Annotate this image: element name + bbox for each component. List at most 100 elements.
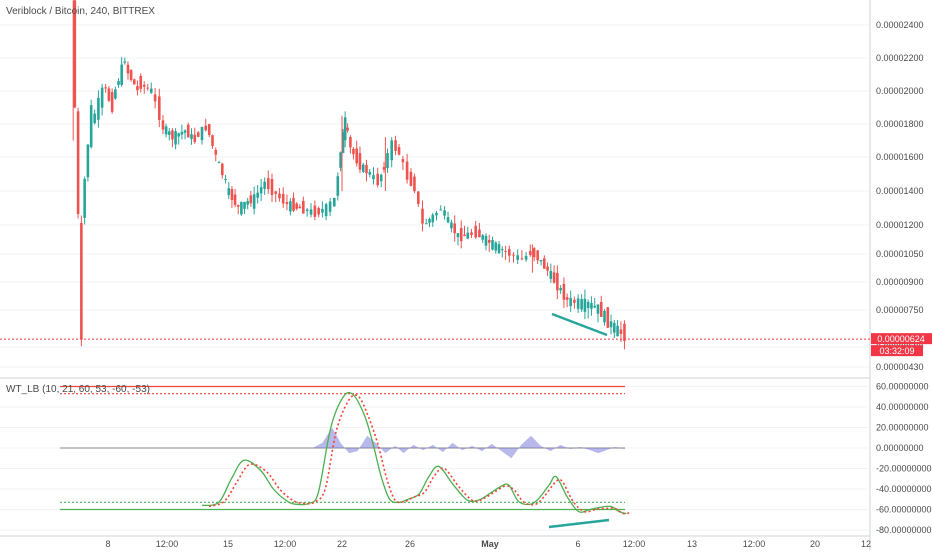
price-gridlines <box>0 24 870 368</box>
candle-body <box>298 206 302 209</box>
indicator-tick-label: 20.00000000 <box>876 423 929 433</box>
candle-body <box>86 144 90 178</box>
candle-body <box>349 137 352 148</box>
price-tick-label: 0.00001200 <box>876 220 924 230</box>
last-price-tag <box>871 333 932 345</box>
candle-body <box>328 201 332 212</box>
candle-body <box>211 135 214 146</box>
candle-body <box>161 120 165 130</box>
price-candles <box>72 0 626 350</box>
candle-body <box>224 178 227 180</box>
indicator-tick-label: -20.00000000 <box>876 464 932 474</box>
time-tick-label: 22 <box>337 539 347 549</box>
candle-body <box>292 197 295 211</box>
indicator-histogram <box>312 427 625 459</box>
candle-body <box>413 176 416 192</box>
candle-body <box>573 299 576 303</box>
time-tick-label: 6 <box>575 539 580 549</box>
candle-body <box>586 301 590 309</box>
price-tick-label: 0.00001050 <box>876 249 924 259</box>
candle-body <box>174 131 177 145</box>
candle-body <box>459 227 463 242</box>
candle-body <box>324 204 328 217</box>
candle-body <box>120 64 123 85</box>
time-tick-label: 15 <box>223 539 233 549</box>
candle-body <box>281 193 285 204</box>
candle-body <box>146 87 150 89</box>
candle-body <box>252 194 256 209</box>
candle-body <box>431 214 435 223</box>
candle-body <box>599 301 603 317</box>
wave-line-1 <box>201 391 627 515</box>
indicator-tick-label: 60.00000000 <box>876 382 929 392</box>
candle-body <box>543 258 546 269</box>
candle-body <box>339 152 342 168</box>
candle-body <box>491 240 494 250</box>
candle-body <box>463 234 466 237</box>
candle-body <box>619 329 623 334</box>
candle-body <box>167 131 171 135</box>
symbol-title[interactable]: Veriblock / Bitcoin, 240, BITTREX <box>6 6 155 17</box>
candle-body <box>83 178 86 218</box>
candle-body <box>372 175 375 180</box>
time-tick-label: 12:00 <box>623 539 646 549</box>
candle-body <box>243 201 246 209</box>
candle-body <box>107 88 111 101</box>
time-tick-label: 12:00 <box>743 539 766 549</box>
price-tick-label: 0.00002400 <box>876 20 924 30</box>
candle-body <box>256 192 259 198</box>
candle-body <box>233 194 237 205</box>
candle-body <box>164 126 168 135</box>
candle-body <box>593 305 596 308</box>
candle-body <box>139 75 143 89</box>
time-tick-label: 26 <box>405 539 415 549</box>
price-tick-label: 0.00002200 <box>876 53 924 63</box>
indicator-tick-label: -80.00000000 <box>876 525 932 535</box>
candle-body <box>379 174 383 182</box>
candle-body <box>93 113 96 124</box>
candle-body <box>409 171 413 186</box>
candle-body <box>352 148 355 155</box>
candle-body <box>386 153 389 169</box>
candle-body <box>246 201 249 205</box>
candle-body <box>562 283 566 300</box>
candle-body <box>606 307 610 328</box>
candle-body <box>546 266 549 271</box>
candle-body <box>494 242 498 251</box>
indicator-tick-label: -40.00000000 <box>876 484 932 494</box>
candle-body <box>196 132 200 137</box>
candle-body <box>466 232 470 239</box>
candle-body <box>100 87 104 108</box>
candle-body <box>221 163 224 176</box>
candle-body <box>207 124 211 135</box>
candle-body <box>368 171 372 175</box>
candle-body <box>305 209 309 211</box>
price-tick-label: 0.00000430 <box>876 362 924 372</box>
indicator-axis: 60.00000000 40.00000000 20.00000000 0.00000… <box>876 382 932 536</box>
candle-body <box>149 88 153 93</box>
candle-body <box>183 130 187 133</box>
candle-body <box>136 86 139 91</box>
candle-body <box>177 133 181 137</box>
candle-body <box>230 189 234 200</box>
candle-body <box>236 205 240 207</box>
candle-body <box>142 84 146 87</box>
candle-body <box>180 131 184 135</box>
indicator-title[interactable]: WT_LB (10, 21, 60, 53, -60, -53) <box>6 384 150 395</box>
last-price-label: 0.00000624 <box>877 334 925 344</box>
candle-body <box>539 259 543 262</box>
candle-body <box>200 126 204 141</box>
candle-body <box>623 323 626 342</box>
candle-body <box>240 202 243 215</box>
candle-body <box>126 64 130 74</box>
candle-body <box>450 222 453 229</box>
candle-body <box>114 89 117 99</box>
candle-body <box>603 310 606 323</box>
candle-body <box>80 222 83 340</box>
candle-body <box>263 181 266 189</box>
candle-body <box>285 202 289 205</box>
candle-body <box>249 195 253 204</box>
candle-body <box>529 251 532 255</box>
